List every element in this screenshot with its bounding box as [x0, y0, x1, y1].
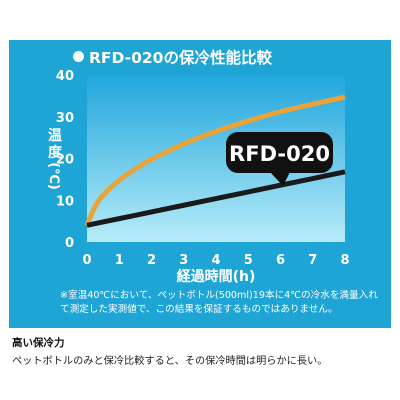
y-axis-label: 温度 [48, 128, 63, 161]
pet-bottle-series-line [84, 94, 346, 227]
x-tick-label: 4 [211, 253, 220, 268]
x-tick-label: 6 [276, 253, 285, 268]
x-tick-label: 7 [308, 253, 317, 268]
x-axis-label: 経過時間(h) [177, 268, 256, 285]
rfd-020-series-line [86, 169, 346, 228]
x-tick-label: 3 [179, 253, 188, 268]
x-tick-label: 2 [147, 253, 156, 268]
y-tick-label: 10 [56, 194, 74, 209]
y-tick-label: 40 [56, 69, 74, 84]
description-heading: 高い保冷力 [12, 337, 65, 349]
chart-title: RFD-020の保冷性能比較 [89, 49, 272, 67]
y-axis-unit: (℃) [46, 162, 61, 190]
measurement-note: ※室温40℃において、ペットボトル(500ml)19本に4℃の冷水を満量入れて測… [60, 290, 378, 315]
y-tick-label: 30 [56, 111, 74, 126]
x-tick-label: 5 [244, 253, 253, 268]
rfd-020-callout-box [226, 132, 333, 173]
chart-title-row: RFD-020の保冷性能比較 [73, 46, 272, 68]
y-tick-label: 0 [65, 236, 74, 251]
x-tick-label: 8 [340, 253, 349, 268]
x-tick-label: 0 [82, 253, 91, 268]
x-tick-label: 1 [115, 253, 124, 268]
bullet-dot-icon [73, 51, 84, 62]
callout-pointer-icon [270, 172, 290, 186]
y-tick-label: 20 [56, 153, 74, 168]
description-body: ペットボトルのみと保冷比較すると、その保冷時間は明らかに長い。 [12, 356, 328, 367]
rfd-020-callout-label: RFD-020 [229, 142, 330, 166]
